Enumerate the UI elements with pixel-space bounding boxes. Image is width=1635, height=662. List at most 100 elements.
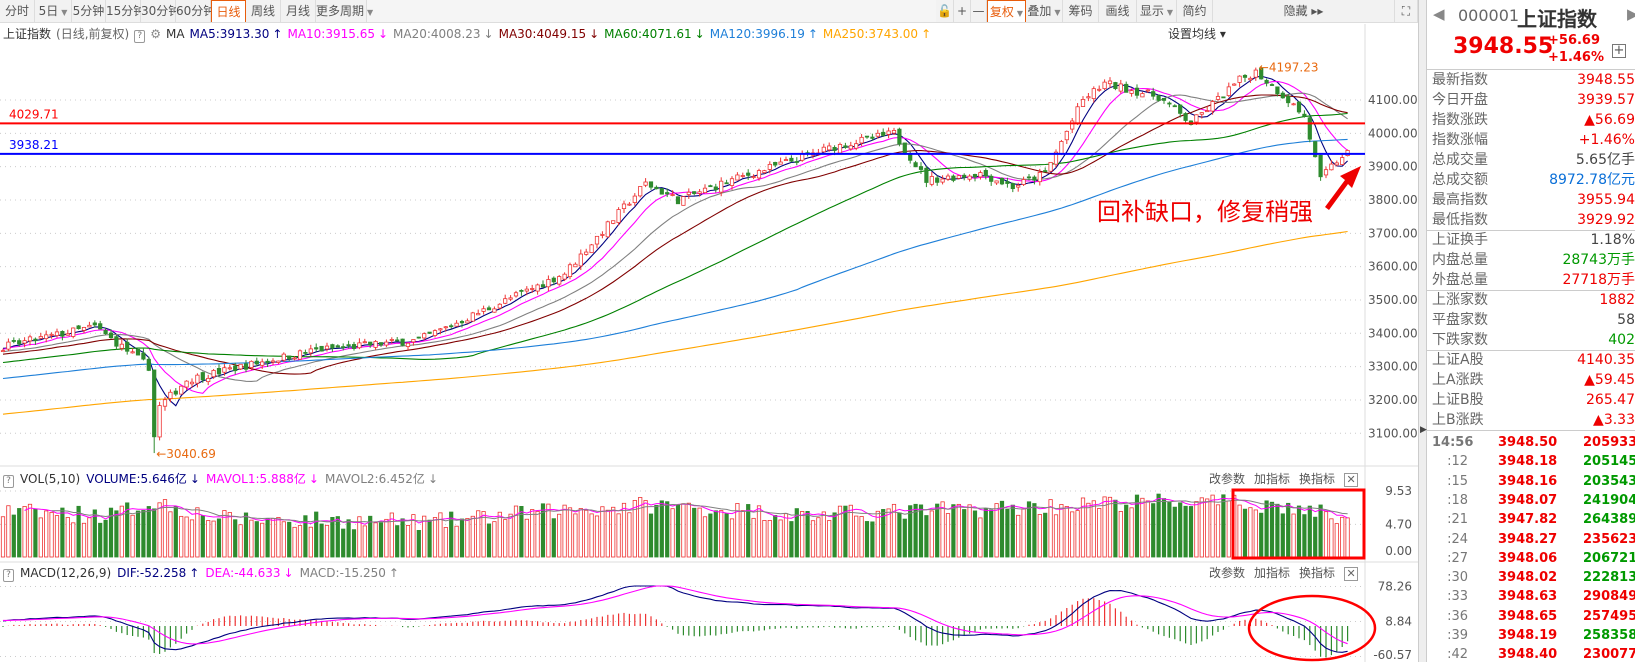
candle xyxy=(125,338,130,355)
simple-button[interactable]: 简约 xyxy=(1177,0,1213,22)
tick-row: :33 3948.63 290849 xyxy=(1427,587,1635,606)
volume-bar xyxy=(427,519,432,558)
overlay-button[interactable]: 叠加 ▼ xyxy=(1026,0,1063,22)
tick-price: 3948.63 xyxy=(1498,589,1558,605)
candle-body xyxy=(184,380,189,388)
period-tab-0[interactable]: 分时 xyxy=(0,0,35,22)
tick-price: 3948.16 xyxy=(1498,473,1558,489)
tick-volume: 241904 xyxy=(1583,492,1635,508)
candle-body xyxy=(956,175,961,179)
prev-stock-icon[interactable]: ◀ xyxy=(1433,5,1445,23)
switch-indicator-button[interactable]: 换指标 xyxy=(1299,566,1336,580)
edit-params-button[interactable]: 改参数 xyxy=(1209,566,1246,580)
period-tab-9[interactable]: 更多周期 ▼ xyxy=(316,0,373,22)
candle-body xyxy=(1226,86,1231,96)
stat-value: ▲59.45 xyxy=(1584,372,1635,388)
volume-bar xyxy=(216,518,222,558)
candle-body xyxy=(789,157,794,162)
price-axis-label: 3400.00 xyxy=(1368,326,1418,340)
fullscreen-button[interactable]: ⛶ xyxy=(1395,0,1418,22)
candle-body xyxy=(1318,154,1323,178)
trend-arrow-icon: ↑ xyxy=(272,27,283,41)
restore-rights-button[interactable]: 复权 ▼ xyxy=(987,0,1026,22)
dea-line xyxy=(3,585,1348,645)
draw-line-button[interactable]: 画线 xyxy=(1099,0,1137,22)
candle-body xyxy=(130,351,135,354)
kline-chart[interactable]: 4100.00 4000.00 3900.00 3800.00 3700.00 3600.… xyxy=(0,0,1418,662)
period-tab-label: 日线 xyxy=(216,5,241,19)
candle-body xyxy=(1199,112,1204,115)
add-indicator-button[interactable]: 加指标 xyxy=(1254,566,1291,580)
volume-bar xyxy=(1253,509,1258,558)
lock-button[interactable]: 🔓 xyxy=(936,0,954,22)
volume-bar xyxy=(141,510,146,558)
ma30-line xyxy=(2,94,1348,375)
zoom-out-button[interactable]: — xyxy=(971,0,987,22)
chips-button[interactable]: 筹码 xyxy=(1063,0,1099,22)
volume-bar xyxy=(578,508,583,558)
candle-body xyxy=(557,276,562,285)
period-tab-8[interactable]: 月线 xyxy=(281,0,316,22)
candle-body xyxy=(1124,83,1129,93)
candle-body xyxy=(1237,75,1242,83)
period-tab-4[interactable]: 30分钟 xyxy=(141,0,180,22)
tick-row: :30 3948.02 222813 xyxy=(1427,568,1635,587)
set-ma-button[interactable]: 设置均线 ▾ xyxy=(1168,27,1226,41)
stat-label: 指数涨幅 xyxy=(1432,132,1488,148)
zoom-in-button[interactable]: + xyxy=(954,0,971,22)
candle-body xyxy=(233,365,238,372)
stat-row: 下跌家数 402 xyxy=(1427,330,1635,350)
candle-body xyxy=(114,336,119,347)
tick-time: :33 xyxy=(1447,589,1468,605)
chevron-down-icon: ▼ xyxy=(1016,9,1024,18)
candle-body xyxy=(11,340,16,342)
gear-icon[interactable]: ⚙ xyxy=(150,27,161,41)
display-button[interactable]: 显示 ▼ xyxy=(1137,0,1177,22)
add-watchlist-button[interactable]: + xyxy=(1612,43,1626,58)
help-button[interactable]: ? xyxy=(3,475,14,488)
candle-body xyxy=(168,391,173,399)
candle xyxy=(497,303,502,310)
volume-bar xyxy=(800,511,805,558)
volume-bar xyxy=(557,513,562,558)
macd-axis-label: 78.26 xyxy=(1378,580,1412,594)
volume-bar xyxy=(929,510,934,558)
close-icon[interactable]: ✕ xyxy=(1344,566,1359,581)
collapse-arrow-icon[interactable]: ▶ xyxy=(1420,425,1427,435)
candle-body xyxy=(49,333,54,336)
stat-label: 外盘总量 xyxy=(1432,272,1488,288)
volume-bar xyxy=(648,513,654,558)
volume-bar xyxy=(778,519,783,558)
candle xyxy=(605,220,610,238)
next-stock-icon[interactable]: ▶ xyxy=(1627,5,1635,23)
stat-label: 最新指数 xyxy=(1432,72,1488,88)
help-button[interactable]: ? xyxy=(134,30,146,43)
help-button[interactable]: ? xyxy=(3,569,14,582)
candle xyxy=(292,356,297,361)
period-tab-7[interactable]: 周线 xyxy=(246,0,281,22)
close-icon[interactable]: ✕ xyxy=(1344,472,1359,487)
divider xyxy=(1427,290,1635,291)
period-tab-3[interactable]: 15分钟 xyxy=(106,0,145,22)
candle-body xyxy=(281,353,286,361)
period-tab-label: 周线 xyxy=(250,4,275,18)
switch-indicator-button[interactable]: 换指标 xyxy=(1299,472,1336,486)
volume-bar xyxy=(292,526,297,558)
candle-body xyxy=(481,308,486,312)
volume-bar xyxy=(1280,513,1285,558)
panel-splitter[interactable]: ▶ xyxy=(1418,0,1427,662)
candle-body xyxy=(1329,163,1334,171)
period-tab-2[interactable]: 5分钟 xyxy=(72,0,106,22)
period-tab-1[interactable]: 5日 ▼ xyxy=(35,0,72,22)
candle xyxy=(924,165,929,188)
volume-bar xyxy=(735,503,740,558)
hide-button[interactable]: 隐藏 ▸▸ xyxy=(1213,0,1395,22)
period-tab-5[interactable]: 60分钟 xyxy=(176,0,215,22)
stat-label: 总成交量 xyxy=(1432,152,1488,168)
period-tab-6[interactable]: 日线 xyxy=(211,0,246,22)
candle xyxy=(1215,92,1221,101)
edit-params-button[interactable]: 改参数 xyxy=(1209,472,1246,486)
stat-label: 上涨家数 xyxy=(1432,292,1488,308)
add-indicator-button[interactable]: 加指标 xyxy=(1254,472,1291,486)
candle xyxy=(481,305,486,315)
